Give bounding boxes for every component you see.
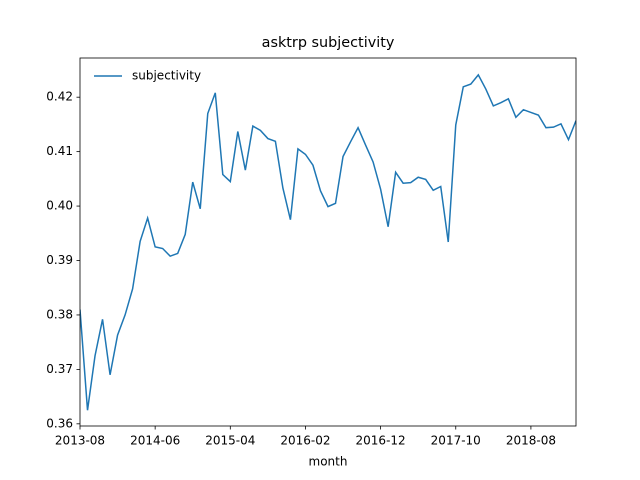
plot-frame	[79, 57, 577, 427]
y-tick-label: 0.39	[46, 253, 73, 267]
x-tick-label: 2017-10	[431, 434, 481, 448]
y-tick-label: 0.40	[46, 199, 73, 213]
x-axis-label: month	[309, 455, 348, 469]
x-tick-label: 2016-02	[280, 434, 330, 448]
legend-label: subjectivity	[132, 69, 201, 83]
x-tick-label: 2018-08	[506, 434, 556, 448]
y-tick-label: 0.41	[46, 144, 73, 158]
chart-title: asktrp subjectivity	[262, 35, 395, 51]
x-tick-label: 2014-06	[130, 434, 180, 448]
x-tick-label: 2016-12	[356, 434, 406, 448]
y-tick-label: 0.36	[46, 416, 73, 430]
x-tick-label: 2013-08	[55, 434, 105, 448]
x-tick-label: 2015-04	[205, 434, 255, 448]
y-tick-label: 0.38	[46, 307, 73, 321]
y-tick-label: 0.37	[46, 362, 73, 376]
data-line	[80, 73, 576, 411]
y-tick-label: 0.42	[46, 90, 73, 104]
